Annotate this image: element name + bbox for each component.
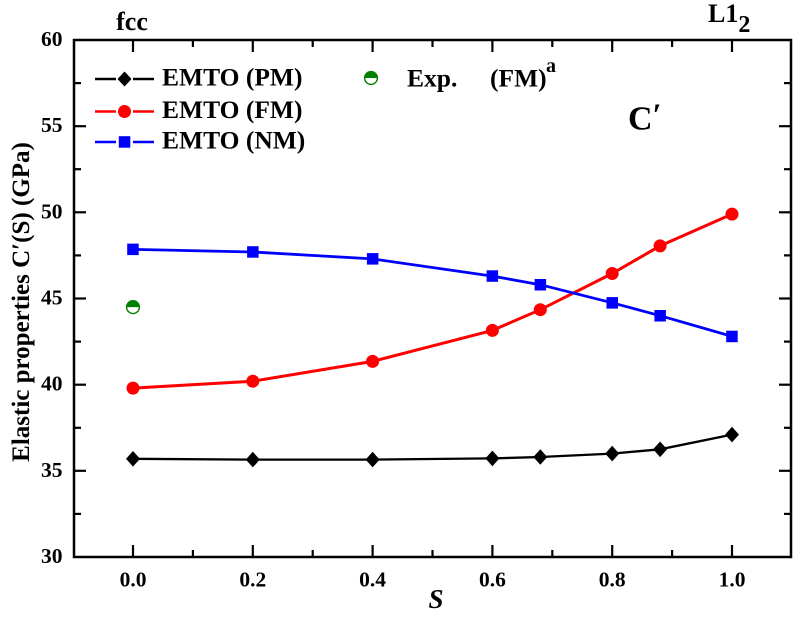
svg-text:0.4: 0.4 <box>359 568 386 592</box>
svg-text:1.0: 1.0 <box>719 568 746 592</box>
svg-text:EMTO (PM): EMTO (PM) <box>162 63 302 92</box>
svg-text:Exp.: Exp. <box>407 64 457 93</box>
svg-text:S: S <box>428 584 443 614</box>
svg-text:Elastic properties C′(S) (GPa): Elastic properties C′(S) (GPa) <box>8 142 35 462</box>
svg-text:C′: C′ <box>628 97 662 138</box>
svg-text:60: 60 <box>41 27 63 51</box>
svg-text:0.0: 0.0 <box>120 568 147 592</box>
svg-text:45: 45 <box>41 286 63 310</box>
svg-text:35: 35 <box>41 458 63 482</box>
svg-text:40: 40 <box>41 372 63 396</box>
svg-text:50: 50 <box>41 199 63 223</box>
svg-text:(FM): (FM) <box>490 64 547 93</box>
svg-text:0.8: 0.8 <box>599 568 626 592</box>
svg-text:0.6: 0.6 <box>479 568 506 592</box>
svg-text:EMTO (NM): EMTO (NM) <box>162 126 305 155</box>
svg-text:30: 30 <box>41 544 63 568</box>
svg-text:55: 55 <box>41 113 63 137</box>
svg-text:0.2: 0.2 <box>239 568 266 592</box>
svg-text:a: a <box>546 55 556 77</box>
svg-text:fcc: fcc <box>116 7 148 36</box>
svg-text:EMTO (FM): EMTO (FM) <box>162 95 302 124</box>
